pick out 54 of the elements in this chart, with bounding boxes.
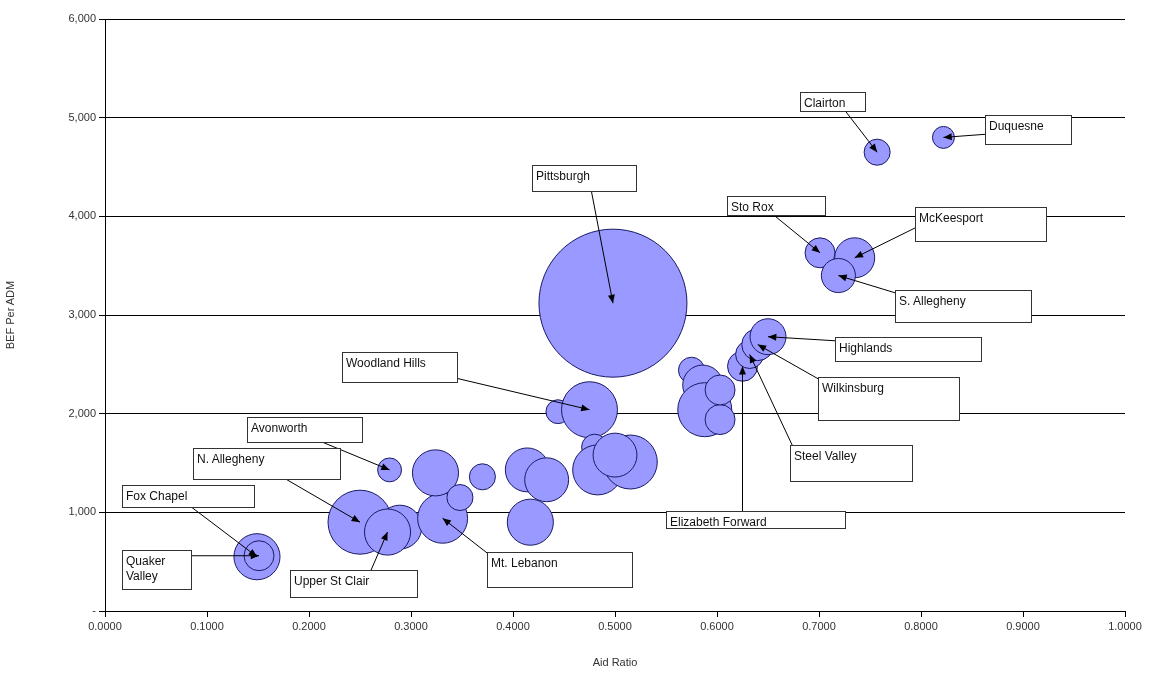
y-tick-label: 5,000 <box>68 110 96 123</box>
y-axis-title: BEF Per ADM <box>3 280 16 350</box>
x-tick-label: 0.9000 <box>1006 619 1040 632</box>
x-tick-label: 0.3000 <box>394 619 428 632</box>
callout-box: Steel Valley <box>790 445 913 482</box>
callout-box: Upper St Clair <box>290 570 418 598</box>
x-tick-label: 0.6000 <box>700 619 734 632</box>
y-tick-label: 4,000 <box>68 209 96 222</box>
x-tick-label: 0.0000 <box>88 619 122 632</box>
annotation: Wilkinsburg <box>822 381 885 395</box>
annotation: Highlands <box>839 341 893 355</box>
x-tick-label: 0.2000 <box>292 619 326 632</box>
annotation: Clairton <box>804 96 846 110</box>
x-tick-label: 0.7000 <box>802 619 836 632</box>
annotation: Woodland Hills <box>346 356 426 370</box>
annotation: Pittsburgh <box>536 169 591 183</box>
annotation: Mt. Lebanon <box>491 556 558 570</box>
annotation: N. Allegheny <box>197 452 265 466</box>
callout-box: McKeesport <box>915 207 1047 242</box>
annotation: Steel Valley <box>794 449 857 463</box>
annotation: Fox Chapel <box>126 489 188 503</box>
callout-box: Fox Chapel <box>122 485 255 508</box>
callout-box: Mt. Lebanon <box>487 552 633 588</box>
y-tick-label: 3,000 <box>68 308 96 321</box>
annotation: Duquesne <box>989 119 1044 133</box>
callout-box: Sto Rox <box>727 196 826 216</box>
callout-box: Woodland Hills <box>342 352 458 383</box>
y-tick-label: 1,000 <box>68 505 96 518</box>
callout-box: Pittsburgh <box>532 165 637 192</box>
callout-box: Avonworth <box>247 417 363 443</box>
annotation: Upper St Clair <box>294 574 370 588</box>
callout-box: Clairton <box>800 92 866 112</box>
callout-box: Duquesne <box>985 115 1072 145</box>
annotation: Sto Rox <box>731 200 774 214</box>
callout-box: N. Allegheny <box>193 448 341 480</box>
callout-box: Elizabeth Forward <box>666 511 846 529</box>
annotation: S. Allegheny <box>899 294 966 308</box>
annotation: Elizabeth Forward <box>670 515 767 529</box>
callout-box: S. Allegheny <box>895 290 1032 323</box>
x-tick-label: 1.0000 <box>1108 619 1142 632</box>
x-tick-label: 0.5000 <box>598 619 632 632</box>
y-tick-label: 6,000 <box>68 12 96 25</box>
x-tick-label: 0.4000 <box>496 619 530 632</box>
callout-box: Quaker Valley <box>122 550 192 590</box>
y-tick-label: - <box>92 604 97 617</box>
callout-box: Highlands <box>835 337 982 362</box>
x-axis-title: Aid Ratio <box>592 656 638 669</box>
annotation: Quaker Valley <box>126 554 166 583</box>
annotation: McKeesport <box>919 211 984 225</box>
callout-box: Wilkinsburg <box>818 377 960 421</box>
x-tick-label: 0.8000 <box>904 619 938 632</box>
annotation: Avonworth <box>251 421 308 435</box>
x-tick-label: 0.1000 <box>190 619 224 632</box>
y-tick-label: 2,000 <box>68 406 96 419</box>
